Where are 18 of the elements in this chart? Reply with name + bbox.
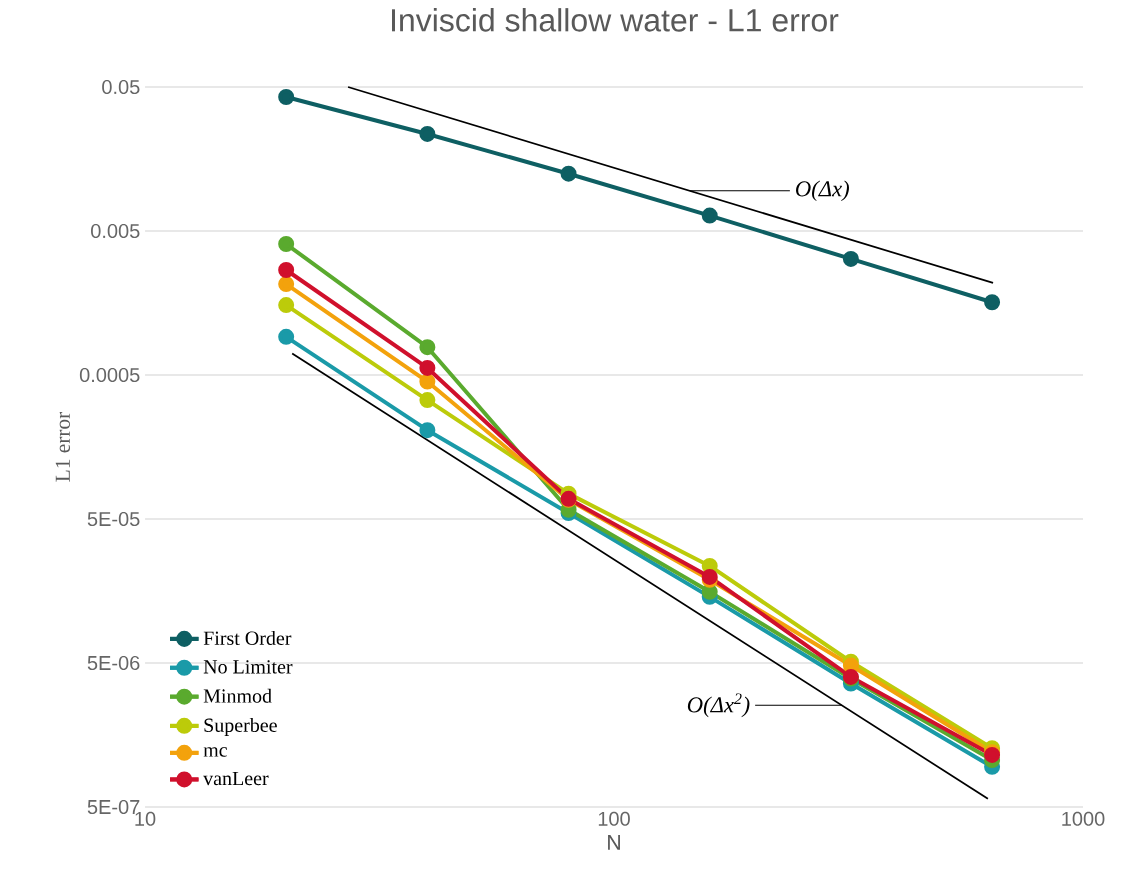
x-tick-label: 100 bbox=[598, 811, 630, 826]
legend-label: No Limiter bbox=[203, 660, 293, 674]
legend-label: Minmod bbox=[203, 688, 272, 703]
x-tick-label: 1000 bbox=[1062, 811, 1105, 826]
annotation: O(Δx$^{2}$) bbox=[687, 693, 750, 718]
y-tick-label: 0.05 bbox=[102, 79, 140, 95]
y-tick-label: 5E-06 bbox=[87, 655, 140, 671]
y-tick-label: 0.0005 bbox=[79, 367, 140, 383]
x-axis-title: N bbox=[608, 835, 620, 850]
y-axis-title: L1 error bbox=[55, 411, 70, 482]
legend-label: mc bbox=[203, 747, 227, 757]
y-tick-label: 5E-05 bbox=[87, 511, 140, 527]
legend-label: First Order bbox=[203, 630, 292, 645]
y-tick-label: 0.005 bbox=[91, 223, 140, 239]
legend-label: vanLeer bbox=[203, 771, 269, 786]
chart-title: Inviscid shallow water - L1 error bbox=[391, 8, 839, 32]
legend-label: Superbee bbox=[204, 717, 277, 737]
annotation: O(Δx) bbox=[796, 180, 849, 202]
